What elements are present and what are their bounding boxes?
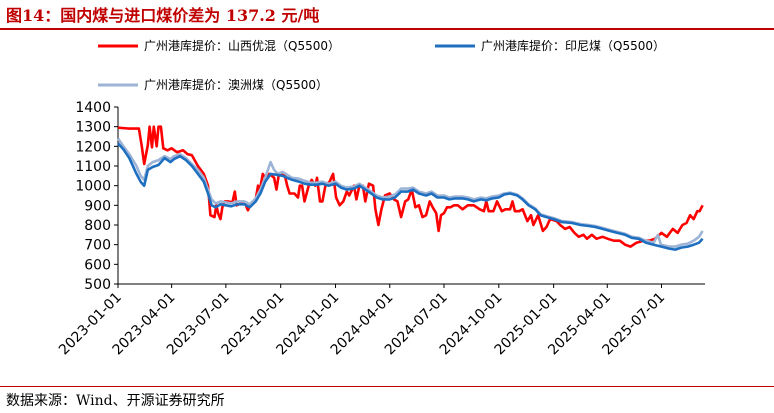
y-tick-label: 700 <box>84 238 111 254</box>
y-tick-label: 1300 <box>75 120 111 136</box>
legend-label: 广州港库提价：澳洲煤（Q5500） <box>144 77 328 92</box>
y-tick-label: 600 <box>84 257 111 273</box>
y-tick-label: 1400 <box>75 100 111 116</box>
series-line-2 <box>117 142 704 251</box>
series-line-1 <box>117 125 704 248</box>
chart-legend: 广州港库提价：山西优混（Q5500） 广州港库提价：印尼煤（Q5500） 广州港库提… <box>98 38 665 92</box>
y-axis-ticks: 500 600 700 800 900 1000 1100 1200 1300 1400 <box>75 100 118 293</box>
y-tick-label: 900 <box>84 198 111 214</box>
y-tick-label: 1100 <box>75 159 111 175</box>
figure-title: 图14：国内煤与进口煤价差为 137.2 元/吨 <box>6 6 320 25</box>
legend-label: 广州港库提价：印尼煤（Q5500） <box>481 38 665 53</box>
y-tick-label: 800 <box>84 218 111 234</box>
x-axis-ticks: 2023-01-012023-04-012023-07-012023-10-01… <box>56 284 668 358</box>
chart-axes <box>117 107 705 285</box>
y-tick-label: 1200 <box>75 139 111 155</box>
title-rule <box>0 28 774 30</box>
chart-series <box>116 125 704 251</box>
y-tick-label: 1000 <box>75 179 111 195</box>
source-rule <box>0 386 774 387</box>
line-chart: 广州港库提价：山西优混（Q5500） 广州港库提价：印尼煤（Q5500） 广州港库提… <box>56 38 705 358</box>
legend-label: 广州港库提价：山西优混（Q5500） <box>144 38 340 53</box>
source-note: 数据来源：Wind、开源证券研究所 <box>6 393 225 409</box>
y-tick-label: 500 <box>84 277 111 293</box>
